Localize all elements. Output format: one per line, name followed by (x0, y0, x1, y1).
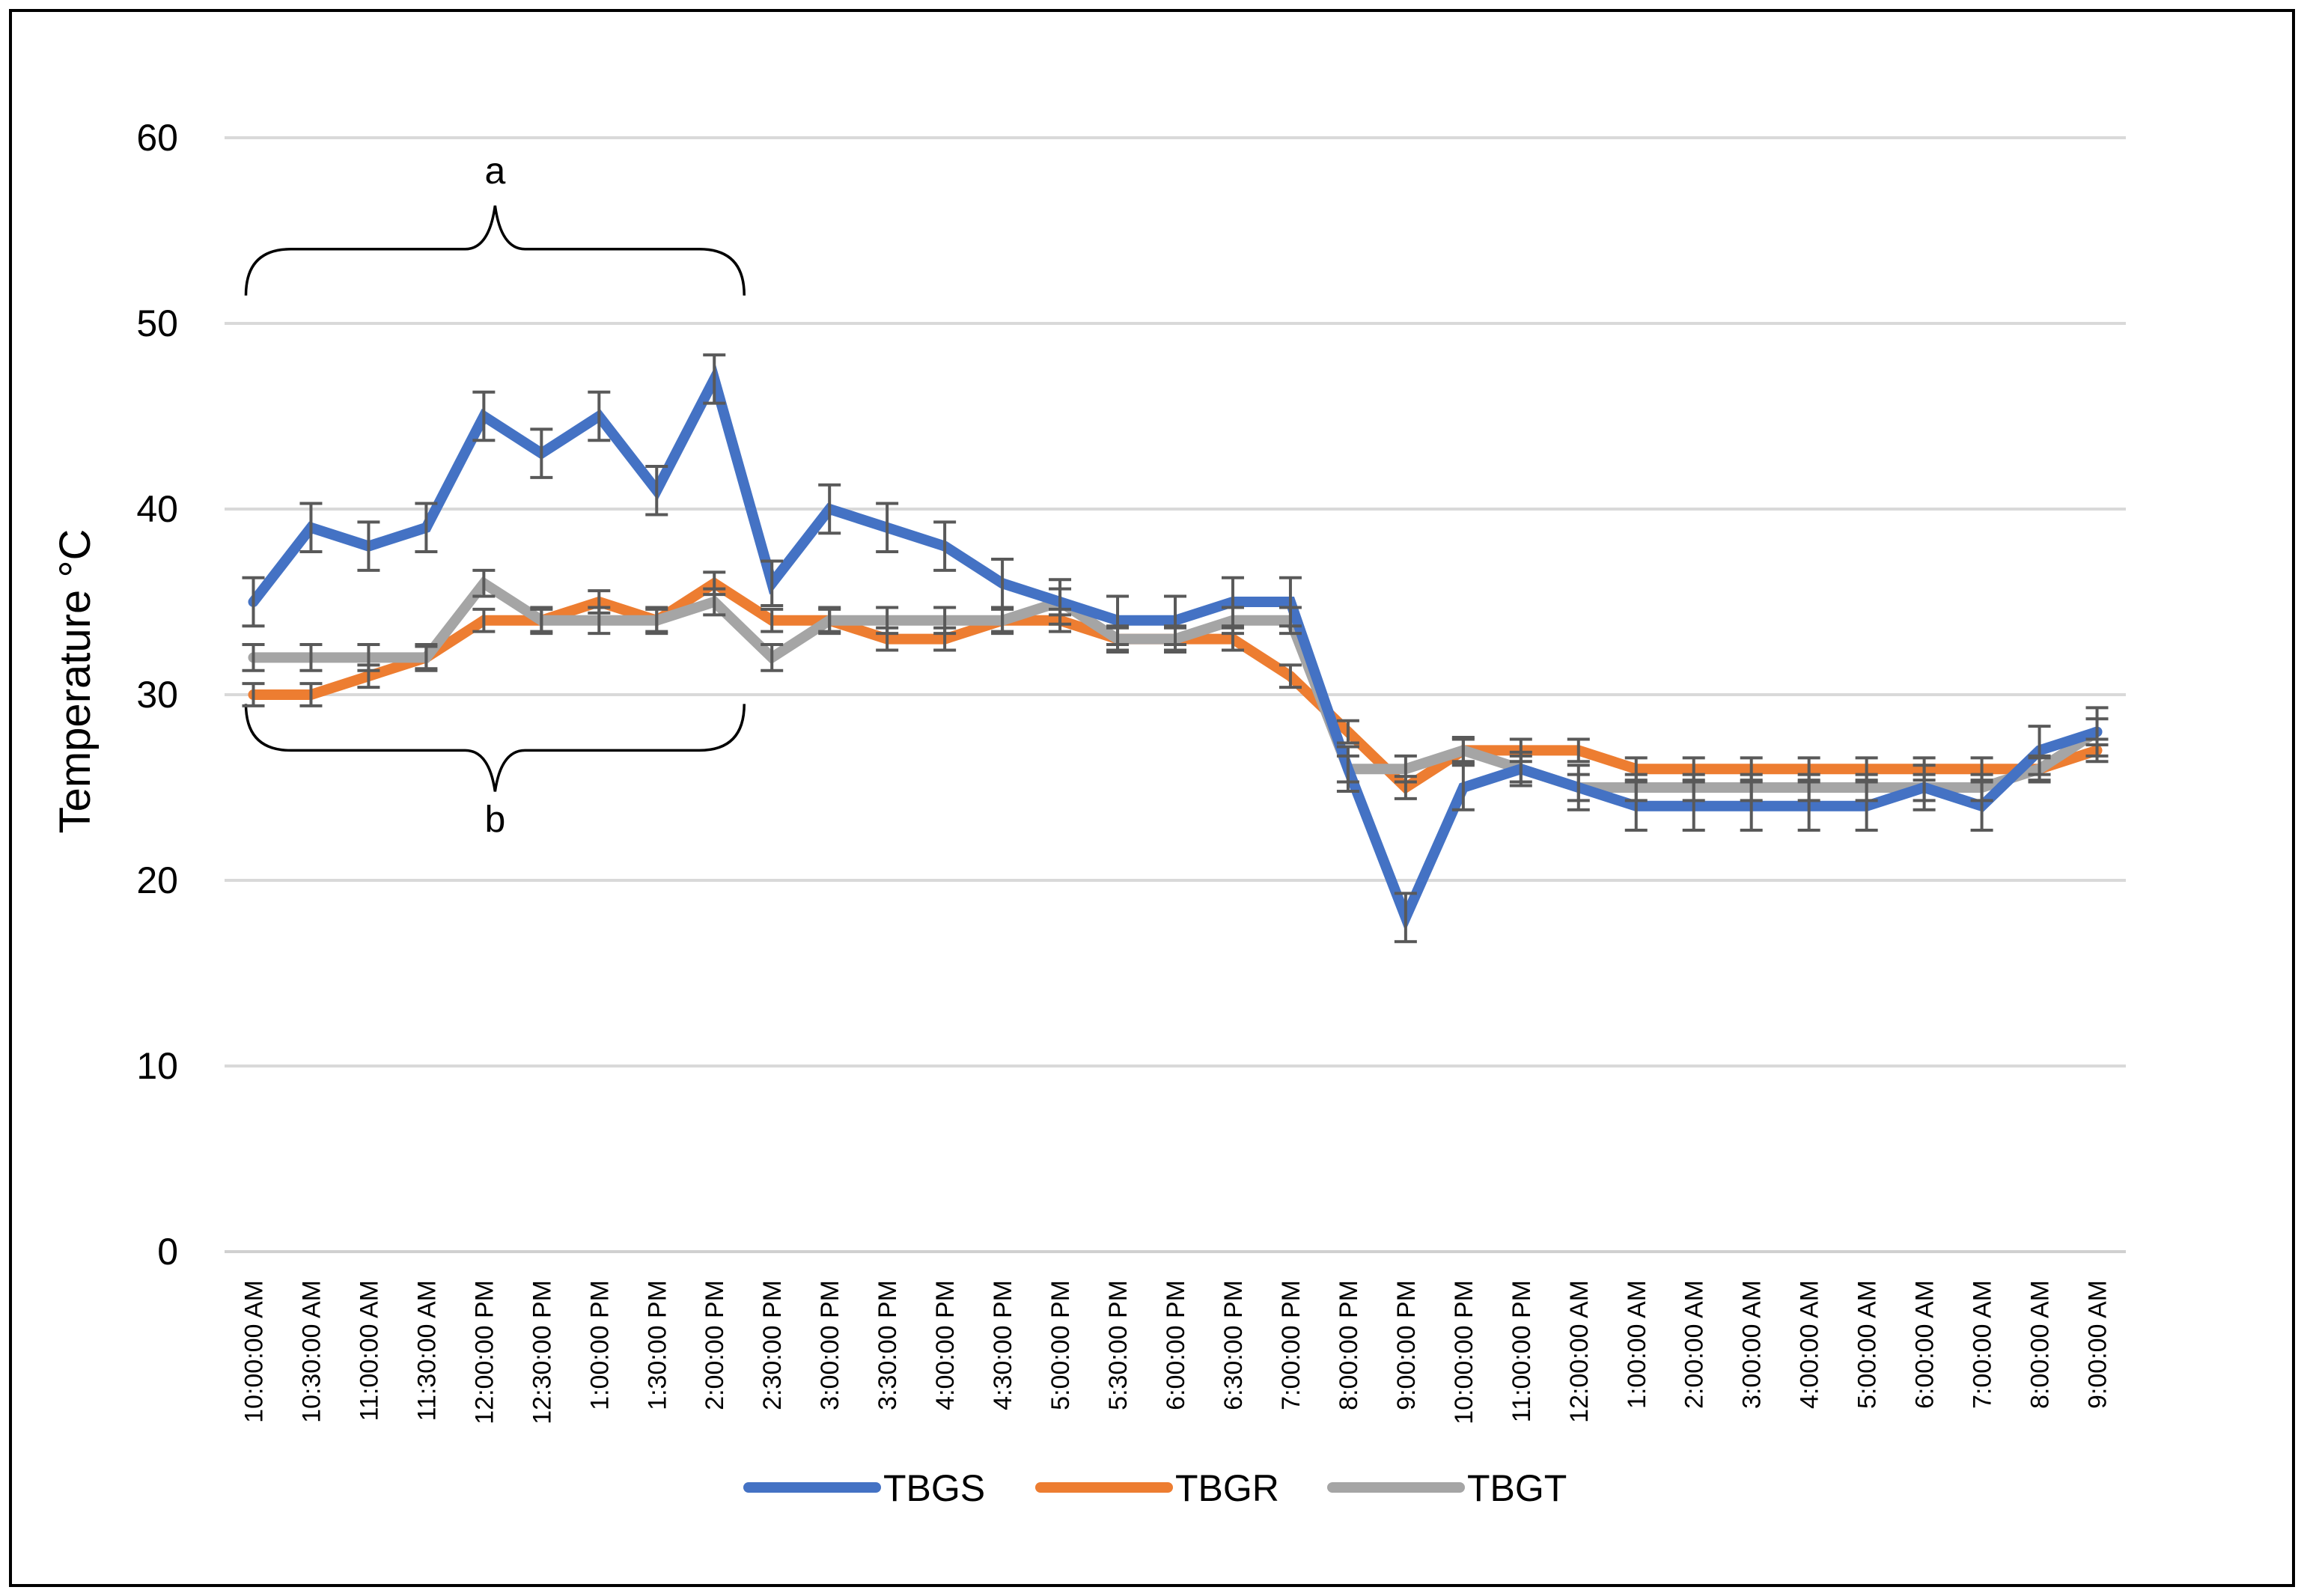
x-tick-label: 1:00:00 AM (1623, 1280, 1651, 1409)
legend-label: TBGR (1175, 1467, 1279, 1509)
x-tick-label: 4:00:00 AM (1796, 1280, 1824, 1409)
x-tick-label: 6:00:00 PM (1162, 1280, 1190, 1410)
error-bars-tbgs (242, 353, 2109, 943)
outer-frame (9, 9, 2295, 1587)
y-axis-label: Temperature °C (51, 529, 100, 834)
x-tick-label: 5:00:00 PM (1046, 1280, 1075, 1410)
x-tick-label: 12:00:00 PM (470, 1280, 499, 1425)
legend-item-tbgt: TBGT (1327, 1467, 1567, 1509)
x-tick-label: 8:00:00 AM (2026, 1280, 2055, 1409)
annotations: ab (244, 150, 746, 840)
x-tick-label: 11:00:00 AM (355, 1280, 383, 1421)
legend: TBGS TBGR TBGT (743, 1467, 1567, 1509)
x-tick-label: 2:00:00 AM (1680, 1280, 1709, 1409)
x-tick-label: 12:30:00 PM (528, 1280, 556, 1425)
annotation-label: b (484, 798, 505, 840)
x-tick-label: 10:30:00 AM (297, 1280, 326, 1423)
annotation-bracket (244, 704, 746, 792)
x-tick-label: 7:00:00 PM (1277, 1280, 1305, 1410)
annotation-bracket (244, 205, 746, 296)
y-tick-label: 10 (136, 1045, 178, 1087)
x-tick-label: 3:30:00 PM (874, 1280, 902, 1410)
y-tick-label: 20 (136, 859, 178, 901)
x-tick-label: 9:00:00 AM (2084, 1280, 2112, 1409)
legend-label: TBGS (883, 1467, 985, 1509)
y-tick-label: 0 (157, 1231, 178, 1273)
x-tick-label: 9:00:00 PM (1392, 1280, 1421, 1410)
x-tick-label: 3:00:00 AM (1738, 1280, 1767, 1409)
x-tick-label: 2:30:00 PM (758, 1280, 787, 1410)
series (242, 353, 2109, 943)
gridlines (225, 136, 2126, 1253)
annotation-label: a (484, 150, 505, 192)
x-tick-label: 5:30:00 PM (1104, 1280, 1133, 1410)
legend-item-tbgr: TBGR (1035, 1467, 1279, 1509)
x-tick-label: 6:30:00 PM (1219, 1280, 1248, 1410)
x-tick-label: 8:00:00 PM (1335, 1280, 1363, 1410)
legend-item-tbgs: TBGS (743, 1467, 985, 1509)
y-axis-ticks: 0 10 20 30 40 50 60 (136, 117, 178, 1273)
x-tick-label: 3:00:00 PM (816, 1280, 844, 1410)
y-tick-label: 50 (136, 302, 178, 344)
x-tick-label: 10:00:00 AM (240, 1280, 268, 1423)
x-tick-label: 11:30:00 AM (412, 1280, 441, 1421)
legend-label: TBGT (1467, 1467, 1567, 1509)
x-tick-label: 6:00:00 AM (1911, 1280, 1939, 1409)
y-tick-label: 40 (136, 488, 178, 530)
y-tick-label: 30 (136, 674, 178, 716)
y-tick-label: 60 (136, 117, 178, 159)
x-tick-label: 5:00:00 AM (1853, 1280, 1882, 1409)
x-tick-label: 1:30:00 PM (643, 1280, 671, 1410)
x-tick-label: 7:00:00 AM (1969, 1280, 1997, 1409)
x-tick-label: 12:00:00 AM (1565, 1280, 1594, 1423)
x-tick-label: 4:00:00 PM (931, 1280, 960, 1410)
x-axis-ticks: 10:00:00 AM 10:30:00 AM 11:00:00 AM 11:30:0… (240, 1280, 2112, 1425)
x-tick-label: 10:00:00 PM (1450, 1280, 1478, 1425)
x-tick-label: 2:00:00 PM (701, 1280, 729, 1410)
x-tick-label: 4:30:00 PM (989, 1280, 1017, 1410)
x-tick-label: 1:00:00 PM (585, 1280, 614, 1410)
x-tick-label: 11:00:00 PM (1508, 1280, 1536, 1422)
